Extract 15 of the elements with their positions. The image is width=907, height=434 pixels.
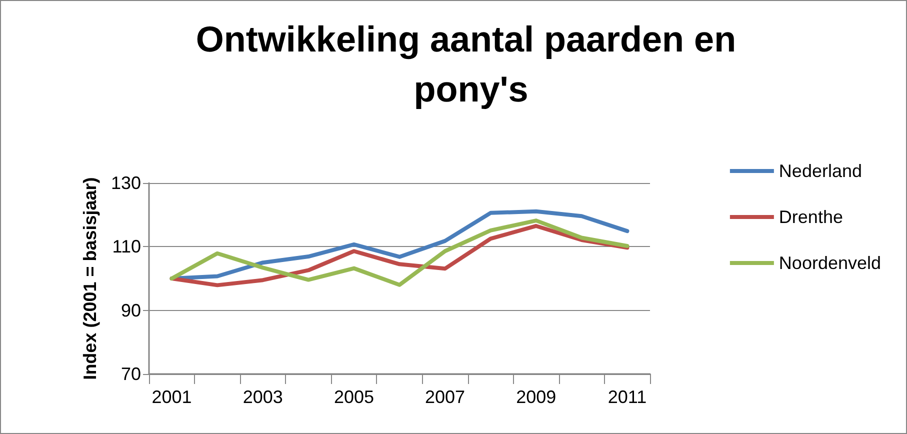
x-tick-label: 2005: [334, 387, 374, 407]
y-axis-title: Index (2001 = basisjaar): [80, 177, 100, 380]
x-tick-label: 2009: [516, 387, 556, 407]
legend-label: Nederland: [778, 161, 862, 181]
x-tick-label: 2007: [425, 387, 466, 407]
legend-label: Drenthe: [778, 207, 843, 227]
y-tick-label: 90: [120, 300, 141, 320]
y-tick-label: 110: [112, 236, 141, 257]
y-tick-label: 130: [110, 173, 141, 193]
y-tick-label: 70: [120, 364, 141, 384]
x-tick-label: 2001: [152, 387, 192, 407]
x-tick-label: 2003: [242, 387, 283, 407]
legend-label: Noordenveld: [778, 253, 882, 273]
x-tick-label: 2011: [608, 387, 647, 407]
chart-title: Ontwikkeling aantal paarden en pony's: [196, 18, 746, 110]
